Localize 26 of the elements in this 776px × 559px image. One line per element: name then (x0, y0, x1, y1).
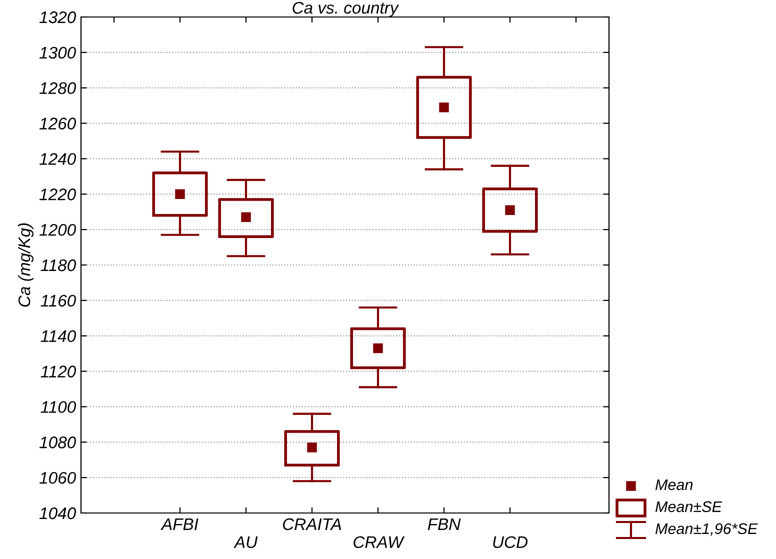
y-tick-label: 1140 (40, 330, 76, 342)
y-tick-label: 1040 (40, 507, 76, 520)
text: Mean±1,96*SE (655, 523, 758, 536)
y-tick-label: 1220 (40, 188, 76, 200)
x-tick-label: CRAW (354, 536, 405, 548)
x-tick-label: AU (234, 536, 258, 548)
y-tick-label: 1120 (40, 366, 76, 378)
y-tick-label: 1080 (40, 436, 76, 448)
text: Mean (655, 479, 693, 490)
x-tick-label: FBN (428, 518, 461, 530)
y-tick-label: 1280 (40, 82, 76, 94)
chart-title: Ca vs. country (292, 2, 400, 17)
x-tick-label: CRAITA (282, 518, 342, 530)
y-axis-title: Ca (mg/Kg) (18, 223, 34, 307)
y-tick-label: 1200 (40, 224, 76, 236)
y-tick-label: 1260 (40, 118, 76, 130)
y-tick-label: 1160 (40, 294, 76, 307)
y-tick-label: 1320 (40, 11, 76, 24)
x-tick-label: AFBI (160, 518, 198, 530)
y-tick-label: 1100 (40, 401, 76, 413)
y-tick-label: 1300 (40, 46, 76, 59)
text: Mean±SE (655, 501, 722, 512)
y-tick-label: 1180 (40, 259, 76, 272)
y-tick-label: 1060 (40, 472, 76, 484)
y-tick-label: 1240 (40, 153, 76, 165)
x-tick-label: UCD (493, 536, 528, 548)
